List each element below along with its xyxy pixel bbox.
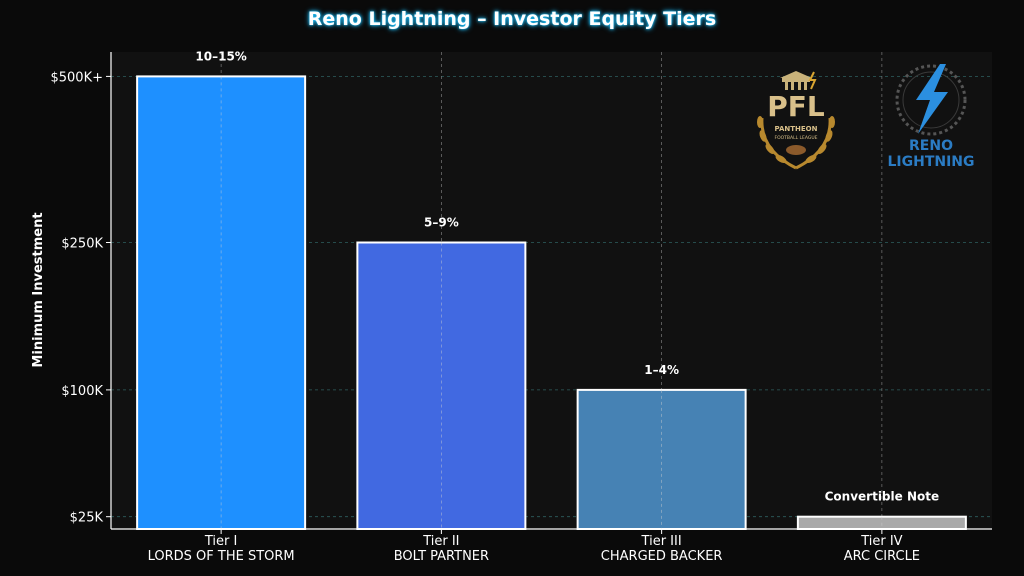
y-tick-label: $25K (70, 511, 104, 526)
bar-data-label: 1–4% (644, 363, 679, 377)
bar-data-label: 5–9% (424, 216, 459, 230)
bar-data-label: Convertible Note (825, 490, 940, 504)
reno-logo-line2: LIGHTNING (887, 154, 974, 170)
y-tick-label: $500K+ (50, 70, 103, 85)
bar-data-label: 10–15% (195, 49, 246, 63)
pfl-logo-line1: PANTHEON (775, 125, 818, 133)
pfl-logo-line2: FOOTBALL LEAGUE (774, 135, 817, 141)
y-axis-title: Minimum Investment (31, 212, 46, 367)
x-tick-label-name: CHARGED BACKER (601, 549, 723, 564)
reno-lightning-logo: RENO LIGHTNING (887, 64, 975, 170)
reno-logo-line1: RENO (909, 138, 953, 154)
y-tick-label: $100K (61, 384, 103, 399)
y-tick-label: $250K (61, 237, 103, 252)
x-tick-label-tier: Tier I (204, 534, 237, 549)
x-tick-label-name: LORDS OF THE STORM (148, 549, 295, 564)
pfl-logo-main: PFL (767, 90, 825, 123)
x-tick-label-tier: Tier IV (860, 534, 902, 549)
pfl-logo: PFL PANTHEON FOOTBALL LEAGUE (757, 71, 835, 170)
x-tick-label-tier: Tier III (641, 534, 682, 549)
x-tick-label-tier: Tier II (422, 534, 459, 549)
x-tick-label-name: BOLT PARTNER (394, 549, 489, 564)
x-tick-label-name: ARC CIRCLE (844, 549, 920, 564)
bar-layer (136, 75, 967, 531)
lightning-bolt-icon (916, 64, 948, 134)
chart-title: Reno Lightning – Investor Equity Tiers (307, 8, 717, 30)
